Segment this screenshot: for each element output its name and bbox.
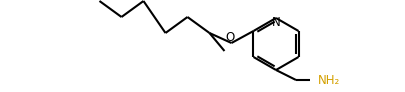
Text: N: N bbox=[271, 16, 280, 29]
Text: O: O bbox=[225, 31, 234, 44]
Text: NH₂: NH₂ bbox=[317, 74, 339, 86]
